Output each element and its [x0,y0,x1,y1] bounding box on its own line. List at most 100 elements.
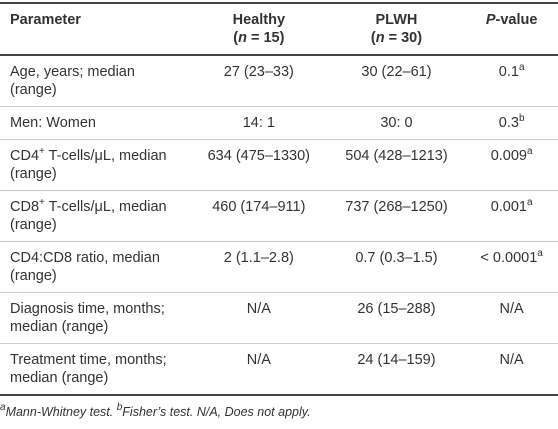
text: 14: 1 [242,115,275,131]
text: 0.009 [490,148,527,164]
value-cell: 30 (22–61) [327,55,466,107]
text: < 0.0001 [480,250,538,266]
header-line: (n = 15) [200,29,318,47]
text: N/A [246,352,271,368]
table-row: Age, years; median (range) 27 (23–33) 30 (… [0,55,558,107]
header-row: Parameter Healthy (n = 15) PLWH (n = 30) P-va… [0,2,558,56]
parameter-cell: Diagnosis time, months; median (range) [0,292,190,344]
text: 30 (22–61) [361,64,432,80]
parameter-cell: CD4:CD8 ratio, median (range) [0,241,190,293]
italic-text: n [238,30,247,46]
value-cell: 27 (23–33) [190,55,328,107]
value-cell: 14: 1 [190,106,328,140]
text: N/A [499,301,524,317]
superscript: + [39,146,45,157]
text: T-cells/μL, median (range) [10,199,167,233]
table-row: Treatment time, months; median (range) N/… [0,343,558,396]
parameter-cell: Treatment time, months; median (range) [0,343,190,396]
text: 26 (15–288) [357,301,436,317]
value-cell: 504 (428–1213) [327,139,466,191]
value-cell: N/A [190,292,328,344]
text: CD4:CD8 ratio, median (range) [10,250,160,284]
superscript: b [116,402,123,413]
value-cell: 634 (475–1330) [190,139,328,191]
italic-text: n [375,30,385,46]
table-row: Men: Women 14: 1 30: 0 0.3b [0,106,558,140]
text: = 15) [246,30,285,46]
text: N/A [246,301,271,317]
value-cell: 0.7 (0.3–1.5) [327,241,466,293]
text: N/A [499,352,524,368]
value-cell: N/A [465,343,558,396]
text: Diagnosis time, months; median (range) [10,301,165,335]
value-cell: 0.1a [465,55,558,107]
superscript: a [0,402,6,413]
header-line: Parameter [10,11,180,29]
text: Healthy [232,12,286,28]
header-line: Healthy [200,11,318,29]
text: 27 (23–33) [223,64,294,80]
italic-text: P [485,12,496,28]
text: PLWH [375,12,418,28]
italic-text: Mann-Whitney test. [5,405,117,419]
text: 460 (174–911) [212,199,306,215]
header-line: PLWH [338,11,456,29]
value-cell: < 0.0001a [465,241,558,293]
text: 634 (475–1330) [207,148,311,164]
data-table: Parameter Healthy (n = 15) PLWH (n = 30) P-va… [0,2,558,396]
table-row: CD4+ T-cells/μL, median (range) 634 (475–… [0,139,558,191]
text: CD4 [10,148,40,164]
parameter-cell: Age, years; median (range) [0,55,190,107]
value-cell: 0.3b [465,106,558,140]
text: ( [370,30,376,46]
text: 0.3 [498,115,519,131]
table-row: CD8+ T-cells/μL, median (range) 460 (174–… [0,190,558,242]
superscript: a [537,248,543,259]
value-cell: 30: 0 [327,106,466,140]
value-cell: 737 (268–1250) [327,190,466,242]
text: Age, years; median (range) [10,64,135,98]
text: 0.7 (0.3–1.5) [355,250,438,266]
text: 737 (268–1250) [345,199,448,215]
text: 2 (1.1–2.8) [223,250,294,266]
text: 30: 0 [380,115,413,131]
superscript: b [518,113,525,124]
parameter-cell: Men: Women [0,106,190,140]
value-cell: 2 (1.1–2.8) [190,241,328,293]
text: 0.1 [498,64,519,80]
footnote: aMann-Whitney test. bFisher’s test. N/A,… [0,396,558,420]
value-cell: 460 (174–911) [190,190,328,242]
superscript: a [527,197,533,208]
value-cell: N/A [190,343,328,396]
text: = 30) [384,30,423,46]
text: 24 (14–159) [357,352,436,368]
column-header: P-value [465,2,558,56]
column-header: Healthy (n = 15) [190,2,328,56]
value-cell: N/A [465,292,558,344]
text: Men: Women [10,115,96,131]
text: 0.001 [490,199,527,215]
table-body: Age, years; median (range) 27 (23–33) 30 (… [0,55,558,396]
parameter-cell: CD4+ T-cells/μL, median (range) [0,139,190,191]
text: 504 (428–1213) [345,148,448,164]
table-row: Diagnosis time, months; median (range) N/… [0,292,558,344]
value-cell: 26 (15–288) [327,292,466,344]
column-header: Parameter [0,2,190,56]
superscript: + [39,197,45,208]
value-cell: 24 (14–159) [327,343,466,396]
value-cell: 0.009a [465,139,558,191]
value-cell: 0.001a [465,190,558,242]
superscript: a [527,146,533,157]
header-line: P-value [475,11,548,29]
text: ( [233,30,239,46]
text: Treatment time, months; median (range) [10,352,167,386]
italic-text: Fisher’s test. N/A, Does not apply. [122,405,311,419]
text: T-cells/μL, median (range) [10,148,167,182]
header-line: (n = 30) [338,29,456,47]
text: CD8 [10,199,40,215]
parameter-cell: CD8+ T-cells/μL, median (range) [0,190,190,242]
table-row: CD4:CD8 ratio, median (range) 2 (1.1–2.8)… [0,241,558,293]
column-header: PLWH (n = 30) [327,2,466,56]
superscript: a [518,62,525,73]
